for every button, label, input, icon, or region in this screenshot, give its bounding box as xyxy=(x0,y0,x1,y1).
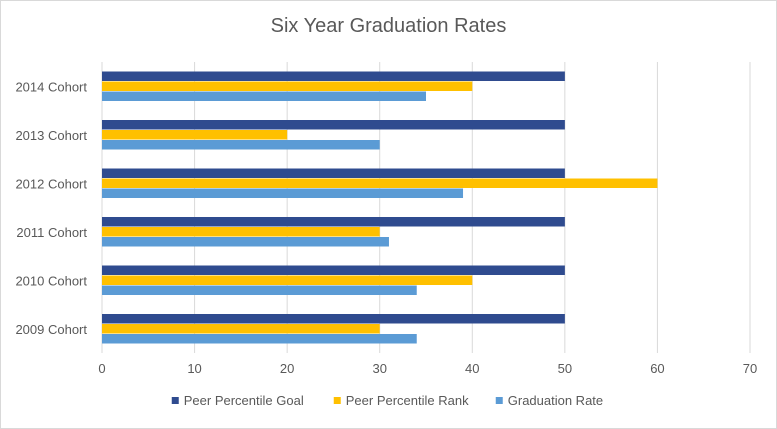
gridlines xyxy=(101,62,751,353)
bar-peer-percentile-goal-2009-cohort xyxy=(102,314,565,324)
bar-peer-percentile-goal-2010-cohort xyxy=(102,265,565,275)
legend-swatch-peer-percentile-rank xyxy=(333,397,341,404)
bar-peer-percentile-rank-2010-cohort xyxy=(102,275,473,285)
category-label: 2009 Cohort xyxy=(15,322,87,337)
legend-label: Graduation Rate xyxy=(508,393,603,408)
category-labels: 2014 Cohort 2013 Cohort 2012 Cohort 2011 Co… xyxy=(15,79,87,337)
x-tick-label: 0 xyxy=(98,361,105,376)
legend-label: Peer Percentile Rank xyxy=(346,393,469,408)
legend-swatch-peer-percentile-goal xyxy=(171,397,179,404)
legend-label: Peer Percentile Goal xyxy=(184,393,304,408)
bar-peer-percentile-goal-2014-cohort xyxy=(102,71,565,81)
bar-peer-percentile-rank-2011-cohort xyxy=(102,227,380,237)
x-tick-label: 10 xyxy=(187,361,201,376)
chart-title: Six Year Graduation Rates xyxy=(270,15,507,37)
bar-graduation-rate-2012-cohort xyxy=(102,188,464,198)
bar-graduation-rate-2013-cohort xyxy=(102,140,380,150)
bar-graduation-rate-2011-cohort xyxy=(102,237,389,247)
bar-peer-percentile-rank-2013-cohort xyxy=(102,130,288,140)
bar-graduation-rate-2009-cohort xyxy=(102,334,417,344)
x-tick-labels: 0 10 20 30 40 50 60 70 xyxy=(98,361,757,376)
bar-peer-percentile-rank-2014-cohort xyxy=(102,81,473,91)
category-label: 2012 Cohort xyxy=(15,176,87,191)
category-label: 2011 Cohort xyxy=(16,225,87,240)
bar-peer-percentile-goal-2011-cohort xyxy=(102,217,565,227)
legend: Peer Percentile Goal Peer Percentile Rank… xyxy=(171,393,603,408)
category-label: 2014 Cohort xyxy=(15,79,87,94)
x-tick-label: 60 xyxy=(650,361,664,376)
x-tick-label: 30 xyxy=(372,361,386,376)
x-tick-label: 50 xyxy=(558,361,572,376)
category-label: 2013 Cohort xyxy=(15,128,87,143)
x-tick-label: 70 xyxy=(743,361,757,376)
category-label: 2010 Cohort xyxy=(15,273,87,288)
bar-peer-percentile-goal-2012-cohort xyxy=(102,168,565,178)
bar-peer-percentile-rank-2009-cohort xyxy=(102,324,380,334)
legend-swatch-graduation-rate xyxy=(495,397,503,404)
x-tick-label: 40 xyxy=(465,361,479,376)
bar-graduation-rate-2014-cohort xyxy=(102,91,426,101)
bars xyxy=(102,71,658,344)
bar-peer-percentile-rank-2012-cohort xyxy=(102,178,658,188)
bar-peer-percentile-goal-2013-cohort xyxy=(102,120,565,130)
x-tick-label: 20 xyxy=(280,361,294,376)
bar-graduation-rate-2010-cohort xyxy=(102,285,417,295)
